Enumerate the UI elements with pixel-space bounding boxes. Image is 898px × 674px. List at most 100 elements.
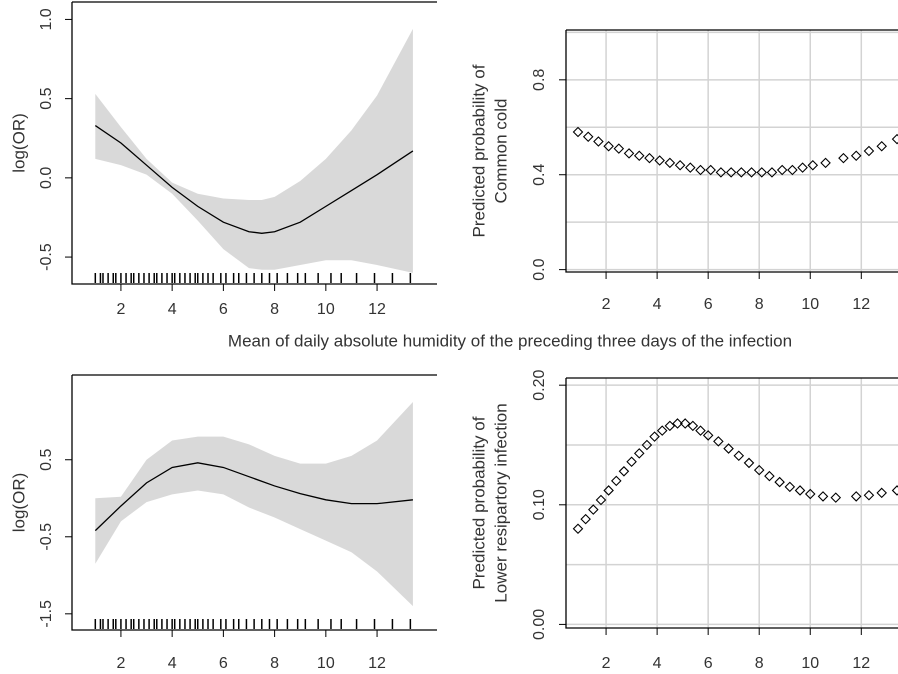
- point: [644, 152, 655, 164]
- x-tick-label: 4: [653, 655, 662, 672]
- point: [723, 443, 734, 454]
- point: [891, 485, 898, 496]
- y-axis-label: Common cold: [491, 99, 510, 204]
- confidence-band: [95, 28, 413, 273]
- point: [695, 164, 706, 176]
- panel: 2 4 6 8 10 12 0.0 0.4 0.8 Predicted probability o…: [469, 29, 898, 313]
- y-axis-label: Predicted probability of: [469, 64, 488, 237]
- x-tick-label: 2: [116, 301, 125, 318]
- point: [572, 126, 584, 138]
- point: [685, 162, 696, 173]
- y-tick-label: 0.5: [38, 87, 55, 109]
- point: [702, 430, 714, 441]
- x-tick-label: 8: [755, 655, 764, 672]
- x-tick-label: 2: [602, 655, 611, 672]
- x-tick-label: 4: [168, 655, 177, 672]
- x-tick-label: 12: [368, 655, 386, 672]
- point: [787, 164, 798, 176]
- axis-frame: [565, 377, 898, 629]
- point: [838, 152, 849, 164]
- point: [736, 167, 747, 178]
- y-tick-label: 0.0: [531, 258, 548, 280]
- y-axis-label: log(OR): [9, 113, 28, 173]
- y-axis-label: log(OR): [9, 473, 28, 533]
- point: [753, 464, 765, 476]
- point: [588, 504, 599, 515]
- y-axis-label: Lower resipartory infection: [491, 403, 510, 602]
- point: [797, 162, 808, 173]
- y-tick-label: 0.20: [531, 370, 548, 401]
- x-tick-label: 2: [116, 655, 125, 672]
- point: [593, 136, 604, 147]
- point: [756, 167, 768, 178]
- x-tick-label: 12: [368, 301, 386, 318]
- point: [654, 155, 665, 166]
- x-tick-label: 6: [219, 301, 228, 318]
- point: [603, 485, 614, 496]
- point: [664, 157, 676, 169]
- point: [876, 140, 887, 152]
- point: [733, 450, 745, 462]
- point: [705, 164, 716, 176]
- point: [850, 150, 862, 162]
- y-tick-label: 0.00: [531, 609, 548, 640]
- point: [633, 448, 645, 459]
- point: [713, 436, 724, 447]
- point: [695, 425, 706, 436]
- point: [863, 489, 875, 501]
- point: [611, 475, 622, 487]
- point: [807, 159, 819, 171]
- x-tick-label: 6: [704, 655, 713, 672]
- point: [746, 167, 757, 178]
- y-tick-label: 0.10: [531, 489, 548, 520]
- point: [580, 513, 591, 525]
- point: [743, 457, 755, 469]
- point: [613, 143, 625, 154]
- point: [687, 420, 699, 432]
- shared-x-label: Mean of daily absolute humidity of the p…: [228, 331, 792, 350]
- point: [649, 431, 660, 442]
- point: [595, 494, 607, 506]
- point: [672, 418, 683, 429]
- y-tick-label: 0.4: [531, 164, 548, 186]
- point: [764, 470, 775, 482]
- point: [572, 523, 584, 534]
- y-tick-label: -1.5: [38, 600, 55, 628]
- point: [876, 487, 887, 499]
- x-tick-label: 4: [653, 296, 662, 313]
- point: [603, 140, 614, 152]
- point: [850, 491, 862, 502]
- point: [794, 485, 806, 496]
- point: [715, 167, 727, 178]
- y-tick-label: 1.0: [38, 8, 55, 30]
- point: [674, 159, 686, 171]
- x-tick-label: 8: [755, 296, 764, 313]
- y-tick-label: 0.8: [531, 69, 548, 91]
- y-tick-label: -0.5: [38, 523, 55, 551]
- point: [626, 456, 637, 468]
- point: [863, 145, 875, 157]
- point: [656, 425, 668, 436]
- panel: 2 4 6 8 10 12 -0.5 0.0 0.5 1.0 log(OR): [9, 1, 437, 318]
- point: [784, 481, 796, 493]
- point: [582, 131, 594, 143]
- x-tick-label: 2: [602, 296, 611, 313]
- point: [664, 420, 676, 432]
- x-tick-label: 12: [852, 296, 870, 313]
- point: [623, 148, 635, 159]
- y-tick-label: 0.5: [38, 449, 55, 471]
- y-tick-label: -0.5: [38, 243, 55, 271]
- point: [820, 157, 831, 169]
- point: [633, 150, 645, 162]
- x-tick-label: 10: [801, 296, 819, 313]
- y-axis-label: Predicted probability of: [469, 416, 488, 589]
- x-tick-label: 10: [801, 655, 819, 672]
- point: [776, 164, 788, 176]
- point: [891, 133, 898, 145]
- point: [830, 492, 842, 503]
- panel: 2 4 6 8 10 12 -1.5 -0.5 0.5 log(OR): [9, 374, 437, 672]
- x-tick-label: 6: [704, 296, 713, 313]
- fit-line: [94, 125, 414, 234]
- point: [774, 476, 785, 488]
